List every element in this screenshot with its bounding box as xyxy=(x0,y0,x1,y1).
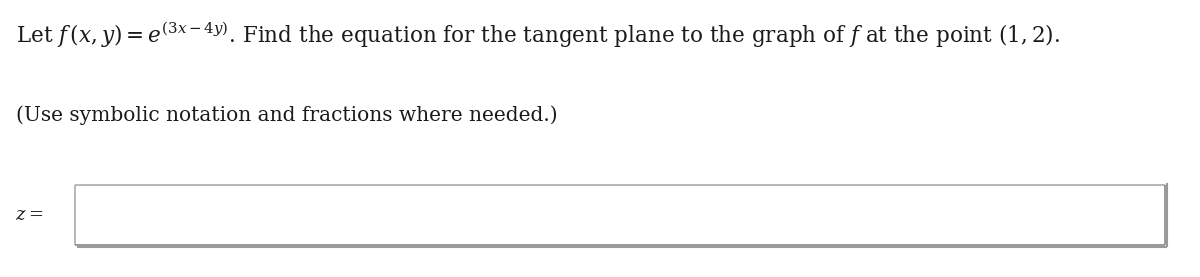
Text: (Use symbolic notation and fractions where needed.): (Use symbolic notation and fractions whe… xyxy=(16,105,557,125)
Text: $z =$: $z =$ xyxy=(14,206,43,224)
Text: Let $f\,(x, y) = e^{(3x-4y)}$. Find the equation for the tangent plane to the gr: Let $f\,(x, y) = e^{(3x-4y)}$. Find the … xyxy=(16,19,1060,49)
Bar xyxy=(74,185,1165,245)
